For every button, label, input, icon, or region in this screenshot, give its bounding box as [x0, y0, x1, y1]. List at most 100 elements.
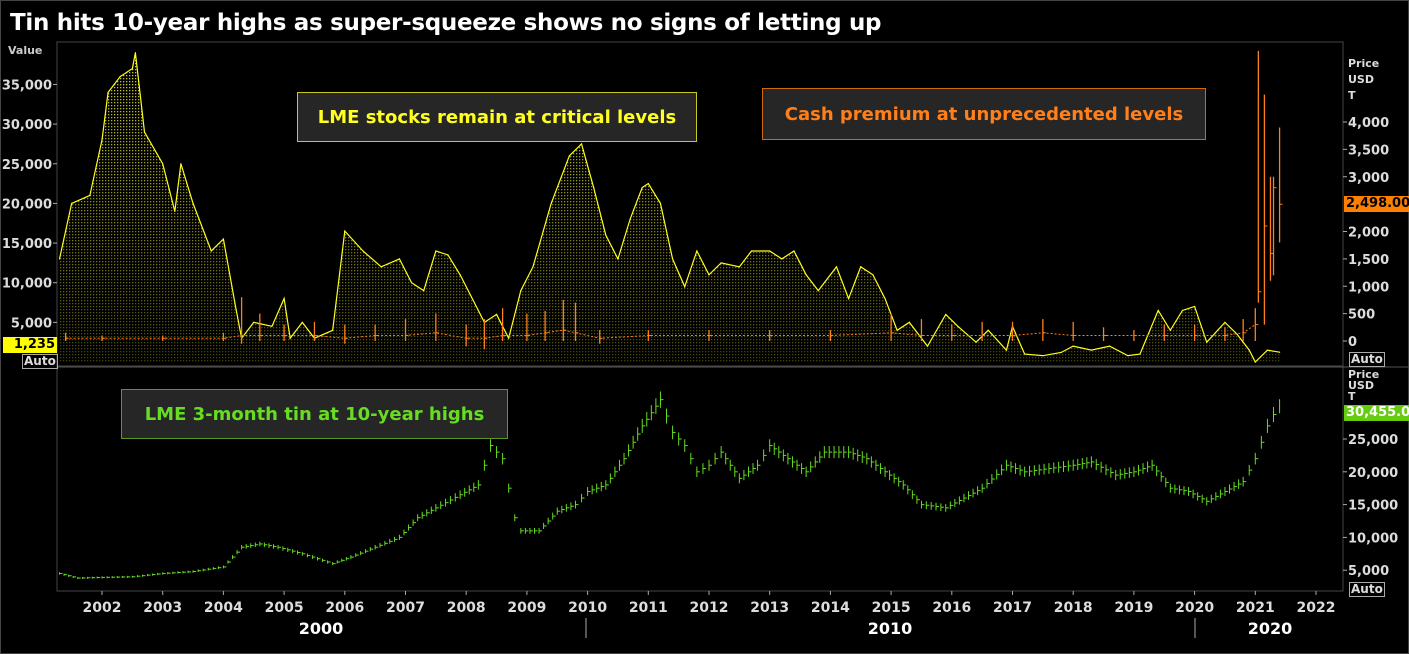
stocks-point — [423, 290, 425, 292]
stocks-point — [641, 186, 643, 189]
stocks-point — [283, 297, 285, 300]
x-tick-label-year: 2021 — [1236, 600, 1275, 616]
right-top-tick-label: 1,000 — [1348, 280, 1389, 295]
left-tick-label: 35,000 — [2, 78, 52, 93]
unit-tonne: T — [1348, 89, 1356, 102]
stocks-point — [629, 218, 631, 220]
auto-scale-top-right[interactable]: Auto — [1349, 352, 1385, 367]
stocks-point — [435, 250, 437, 252]
stocks-point — [380, 266, 382, 268]
left-tick-label: 5,000 — [11, 316, 52, 331]
auto-scale-left[interactable]: Auto — [22, 354, 58, 369]
stocks-point — [696, 250, 698, 252]
left-tick-label: 15,000 — [2, 237, 52, 252]
premium-line — [65, 324, 1256, 339]
stocks-point — [1224, 321, 1226, 323]
stocks-point — [344, 230, 346, 232]
stocks-point — [769, 250, 771, 252]
stocks-point — [1206, 341, 1208, 343]
x-tick-label-year: 2012 — [690, 600, 729, 616]
x-tick-label-year: 2007 — [386, 600, 425, 616]
stocks-point — [495, 313, 498, 316]
stocks-point — [71, 202, 73, 204]
stocks-point — [926, 345, 929, 347]
stocks-point — [848, 297, 850, 300]
stocks-point — [872, 274, 874, 276]
right-top-tick-label: 4,000 — [1348, 116, 1389, 131]
stocks-point — [332, 329, 334, 331]
stocks-point — [1072, 345, 1074, 347]
stocks-point — [192, 202, 194, 204]
stocks-point — [617, 258, 619, 260]
stocks-point — [1181, 309, 1184, 312]
auto-scale-bottom-right[interactable]: Auto — [1349, 582, 1385, 597]
stocks-point — [1139, 353, 1141, 355]
stocks-point — [271, 325, 273, 327]
stocks-point — [1127, 355, 1129, 357]
premium-annotation: Cash premium at unprecedented levels — [762, 88, 1206, 140]
tin-last-value: 30,455.00 — [1344, 405, 1409, 421]
x-tick-label-year: 2019 — [1114, 600, 1153, 616]
stocks-point — [459, 274, 461, 276]
premium-series — [64, 50, 1283, 350]
stocks-point — [532, 266, 534, 268]
unit-currency: USD — [1348, 379, 1374, 392]
x-tick-label-year: 2014 — [811, 600, 850, 616]
right-bottom-tick-label: 15,000 — [1348, 499, 1398, 514]
right-bottom-tick-label: 20,000 — [1348, 466, 1398, 481]
stocks-point — [738, 266, 740, 268]
stocks-point — [835, 266, 838, 268]
stocks-point — [671, 258, 674, 260]
right-bottom-tick-label: 10,000 — [1348, 531, 1398, 546]
stocks-point — [1024, 353, 1026, 355]
stocks-point — [1254, 361, 1256, 363]
x-tick-label-year: 2006 — [325, 600, 364, 616]
stocks-point — [58, 258, 61, 260]
right-top-tick-label: 3,000 — [1348, 171, 1389, 186]
panel-borders — [56, 41, 1409, 592]
x-tick-label-year: 2002 — [83, 600, 122, 616]
unit-currency: USD — [1348, 73, 1374, 86]
stocks-point — [410, 282, 413, 284]
right-top-tick-label: 500 — [1348, 308, 1375, 323]
x-tick-label-year: 2015 — [872, 600, 911, 616]
stocks-point — [107, 91, 109, 93]
stocks-point — [1236, 333, 1238, 335]
stocks-point — [174, 210, 176, 212]
right-bottom-tick-label: 25,000 — [1348, 433, 1398, 448]
left-tick-label: 10,000 — [2, 277, 52, 292]
x-tick-label-year: 2011 — [629, 600, 668, 616]
stocks-point — [659, 202, 662, 204]
stocks-point — [222, 238, 224, 240]
stocks-point — [945, 313, 947, 316]
stocks-point — [1042, 355, 1044, 357]
stocks-point — [593, 186, 595, 189]
x-tick-label-year: 2003 — [143, 600, 182, 616]
x-tick-label-year: 2022 — [1297, 600, 1336, 616]
stocks-point — [1090, 349, 1093, 351]
x-tick-label-year: 2005 — [265, 600, 304, 616]
stocks-point — [1005, 349, 1008, 351]
stocks-point — [550, 202, 552, 204]
x-decade-label: 2020 — [1248, 619, 1293, 638]
stocks-point — [908, 321, 910, 323]
stocks-point — [89, 194, 91, 197]
stocks-point — [805, 274, 807, 276]
stocks-point — [101, 139, 103, 141]
left-axis-label: Value — [8, 44, 43, 57]
stocks-series — [58, 52, 1281, 364]
stocks-point — [131, 67, 133, 70]
stocks-point — [568, 155, 570, 157]
stocks-point — [301, 321, 303, 323]
stocks-point — [720, 262, 722, 264]
x-decade-label: 2010 — [868, 619, 913, 638]
x-tick-label-year: 2010 — [568, 600, 607, 616]
stocks-point — [1109, 345, 1111, 347]
stocks-point — [1060, 351, 1062, 354]
stocks-point — [975, 341, 977, 343]
stocks-point — [781, 258, 783, 260]
stocks-point — [987, 329, 989, 331]
stocks-point — [896, 329, 898, 331]
chart-title: Tin hits 10-year highs as super-squeeze … — [10, 10, 882, 36]
